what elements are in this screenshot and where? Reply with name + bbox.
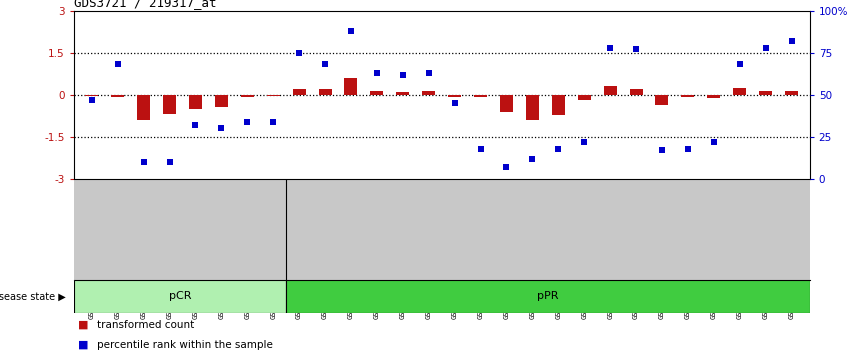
Bar bbox=[500, 95, 513, 112]
Bar bbox=[371, 91, 384, 95]
Bar bbox=[474, 95, 487, 97]
Point bbox=[552, 146, 565, 152]
Point bbox=[318, 62, 332, 67]
Bar bbox=[215, 95, 228, 107]
Bar bbox=[286, 280, 810, 313]
Bar bbox=[111, 95, 124, 97]
Point bbox=[370, 70, 384, 76]
Text: ■: ■ bbox=[78, 340, 88, 350]
Point bbox=[681, 146, 695, 152]
Bar bbox=[656, 95, 669, 105]
Bar bbox=[448, 95, 461, 97]
Bar bbox=[785, 91, 798, 95]
Bar bbox=[319, 88, 332, 95]
Bar bbox=[734, 88, 746, 95]
Point bbox=[137, 159, 151, 165]
Bar bbox=[682, 95, 695, 97]
Bar bbox=[578, 95, 591, 100]
Point bbox=[85, 97, 99, 103]
Point bbox=[500, 164, 514, 170]
Text: disease state ▶: disease state ▶ bbox=[0, 291, 66, 302]
Point bbox=[344, 28, 358, 34]
Bar bbox=[137, 95, 150, 120]
Text: ■: ■ bbox=[78, 320, 88, 330]
Bar bbox=[85, 95, 98, 96]
Bar bbox=[604, 86, 617, 95]
Bar bbox=[759, 91, 772, 95]
Text: pPR: pPR bbox=[537, 291, 559, 302]
Text: pCR: pCR bbox=[169, 291, 191, 302]
Point bbox=[629, 46, 643, 52]
Bar bbox=[630, 89, 643, 95]
Point bbox=[604, 45, 617, 50]
Point bbox=[241, 119, 255, 125]
Point bbox=[111, 62, 125, 67]
Bar bbox=[293, 89, 306, 95]
Point bbox=[292, 50, 306, 56]
Bar bbox=[241, 95, 254, 97]
Text: percentile rank within the sample: percentile rank within the sample bbox=[97, 340, 273, 350]
Point bbox=[474, 146, 488, 152]
Text: transformed count: transformed count bbox=[97, 320, 194, 330]
Bar bbox=[345, 78, 358, 95]
Point bbox=[733, 62, 746, 67]
Bar bbox=[189, 95, 202, 109]
Bar bbox=[526, 95, 539, 120]
Point bbox=[163, 159, 177, 165]
Point bbox=[189, 122, 203, 128]
Point bbox=[526, 156, 540, 161]
Point bbox=[422, 70, 436, 76]
Bar bbox=[163, 95, 176, 114]
Point bbox=[578, 139, 591, 144]
Bar bbox=[423, 91, 436, 95]
Point bbox=[707, 139, 721, 144]
Point bbox=[655, 147, 669, 153]
Point bbox=[785, 38, 798, 44]
Bar bbox=[552, 95, 565, 115]
Bar bbox=[267, 95, 280, 96]
Point bbox=[759, 45, 772, 50]
Bar bbox=[74, 280, 286, 313]
Bar bbox=[397, 92, 410, 95]
Bar bbox=[708, 95, 721, 98]
Point bbox=[396, 72, 410, 78]
Text: GDS3721 / 219317_at: GDS3721 / 219317_at bbox=[74, 0, 216, 10]
Point bbox=[266, 119, 280, 125]
Point bbox=[215, 125, 229, 131]
Point bbox=[448, 100, 462, 106]
